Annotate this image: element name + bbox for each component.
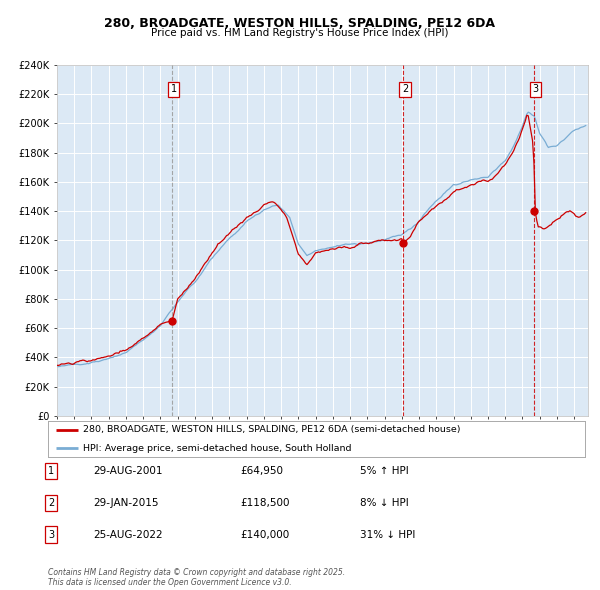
Text: 3: 3: [532, 84, 538, 94]
Text: 1: 1: [170, 84, 176, 94]
Text: 5% ↑ HPI: 5% ↑ HPI: [360, 466, 409, 476]
Text: 2: 2: [48, 498, 54, 507]
Text: 1: 1: [48, 466, 54, 476]
Text: 280, BROADGATE, WESTON HILLS, SPALDING, PE12 6DA: 280, BROADGATE, WESTON HILLS, SPALDING, …: [104, 17, 496, 30]
Text: Price paid vs. HM Land Registry's House Price Index (HPI): Price paid vs. HM Land Registry's House …: [151, 28, 449, 38]
Text: £140,000: £140,000: [240, 530, 289, 539]
Text: 29-AUG-2001: 29-AUG-2001: [93, 466, 163, 476]
Text: 2: 2: [402, 84, 408, 94]
Text: 29-JAN-2015: 29-JAN-2015: [93, 498, 158, 507]
Text: £118,500: £118,500: [240, 498, 290, 507]
Text: 3: 3: [48, 530, 54, 539]
Text: 31% ↓ HPI: 31% ↓ HPI: [360, 530, 415, 539]
Text: 8% ↓ HPI: 8% ↓ HPI: [360, 498, 409, 507]
Text: Contains HM Land Registry data © Crown copyright and database right 2025.
This d: Contains HM Land Registry data © Crown c…: [48, 568, 345, 587]
Text: 25-AUG-2022: 25-AUG-2022: [93, 530, 163, 539]
Text: HPI: Average price, semi-detached house, South Holland: HPI: Average price, semi-detached house,…: [83, 444, 352, 453]
Text: 280, BROADGATE, WESTON HILLS, SPALDING, PE12 6DA (semi-detached house): 280, BROADGATE, WESTON HILLS, SPALDING, …: [83, 425, 460, 434]
Text: £64,950: £64,950: [240, 466, 283, 476]
